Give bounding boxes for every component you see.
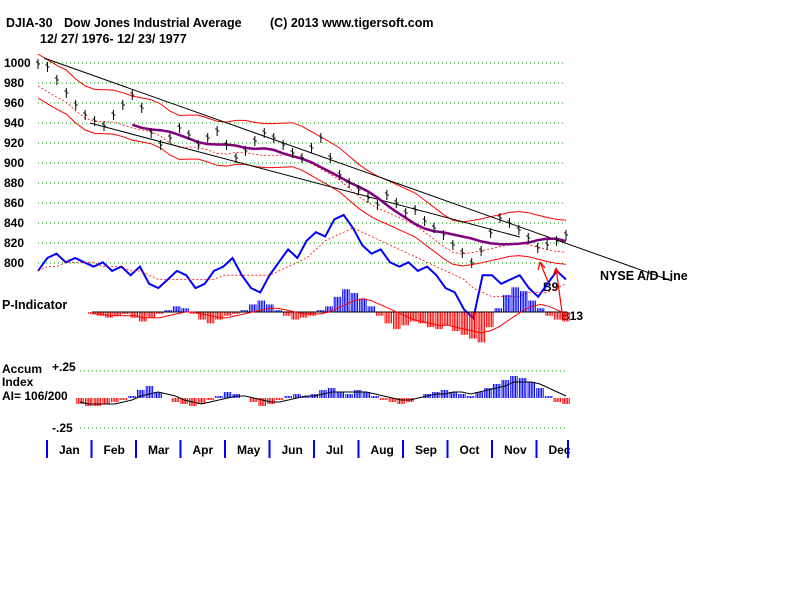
accum-label-line2: Index [2, 375, 34, 389]
ad-line-label: NYSE A/D Line [600, 269, 688, 283]
y-axis-ticks: 1000 980 960 940 920 900 880 860 840 820 800 [4, 56, 31, 270]
accum-top-tick: +.25 [52, 360, 76, 374]
y-tick-label: 920 [4, 136, 24, 150]
y-tick-label: 1000 [4, 56, 31, 70]
price-bars [36, 59, 568, 268]
trendline-layer [43, 57, 673, 282]
month-label: May [237, 443, 261, 457]
chart-title: Dow Jones Industrial Average [64, 16, 242, 30]
b13-arrow [555, 267, 563, 313]
lower-trendline [89, 122, 521, 238]
month-axis: Jan Feb Mar Apr May Jun Jul Aug Sep Oct Nov Dec [46, 440, 571, 458]
chart-symbol: DJIA-30 [6, 16, 53, 30]
y-tick-label: 840 [4, 216, 24, 230]
month-label: Dec [549, 443, 571, 457]
y-tick-label: 860 [4, 196, 24, 210]
signal-arrows [537, 261, 563, 313]
bollinger-bands [37, 53, 567, 267]
accum-ai-summary: AI= 106/200 [2, 389, 68, 403]
upper-trendline [43, 57, 673, 282]
p-indicator-label: P-Indicator [2, 298, 67, 312]
y-tick-label: 980 [4, 76, 24, 90]
accum-bottom-tick: -.25 [52, 421, 73, 435]
month-label: Nov [504, 443, 527, 457]
date-range: 12/ 27/ 1976- 12/ 23/ 1977 [40, 32, 187, 46]
month-label: Aug [371, 443, 394, 457]
accum-label-line1: Accum [2, 362, 42, 376]
p-indicator-panel [88, 287, 570, 343]
p-indicator-moving-average [92, 298, 567, 334]
b9-arrowhead [537, 261, 546, 271]
month-label: Jan [59, 443, 80, 457]
month-label: Oct [460, 443, 480, 457]
upper-band [37, 53, 567, 223]
y-tick-label: 800 [4, 256, 24, 270]
month-label: Jun [282, 443, 303, 457]
month-label: Apr [193, 443, 214, 457]
accum-moving-average [79, 381, 567, 405]
copyright: (C) 2013 www.tigersoft.com [270, 16, 433, 30]
month-label: Sep [415, 443, 437, 457]
ad-line-moving-average [37, 227, 567, 298]
b9-arrow [539, 261, 549, 283]
b13-arrowhead [552, 267, 561, 277]
month-label: Jul [326, 443, 343, 457]
y-tick-label: 900 [4, 156, 24, 170]
accum-index-panel [76, 376, 570, 406]
grid-layer [38, 62, 566, 429]
month-label: Mar [148, 443, 170, 457]
month-label: Feb [104, 443, 125, 457]
ad-line [37, 213, 567, 321]
y-tick-label: 880 [4, 176, 24, 190]
lower-band [37, 97, 567, 267]
ad-line-layer [37, 213, 567, 321]
y-tick-label: 820 [4, 236, 24, 250]
y-tick-label: 940 [4, 116, 24, 130]
b13-signal: B13 [561, 309, 583, 323]
y-tick-label: 960 [4, 96, 24, 110]
